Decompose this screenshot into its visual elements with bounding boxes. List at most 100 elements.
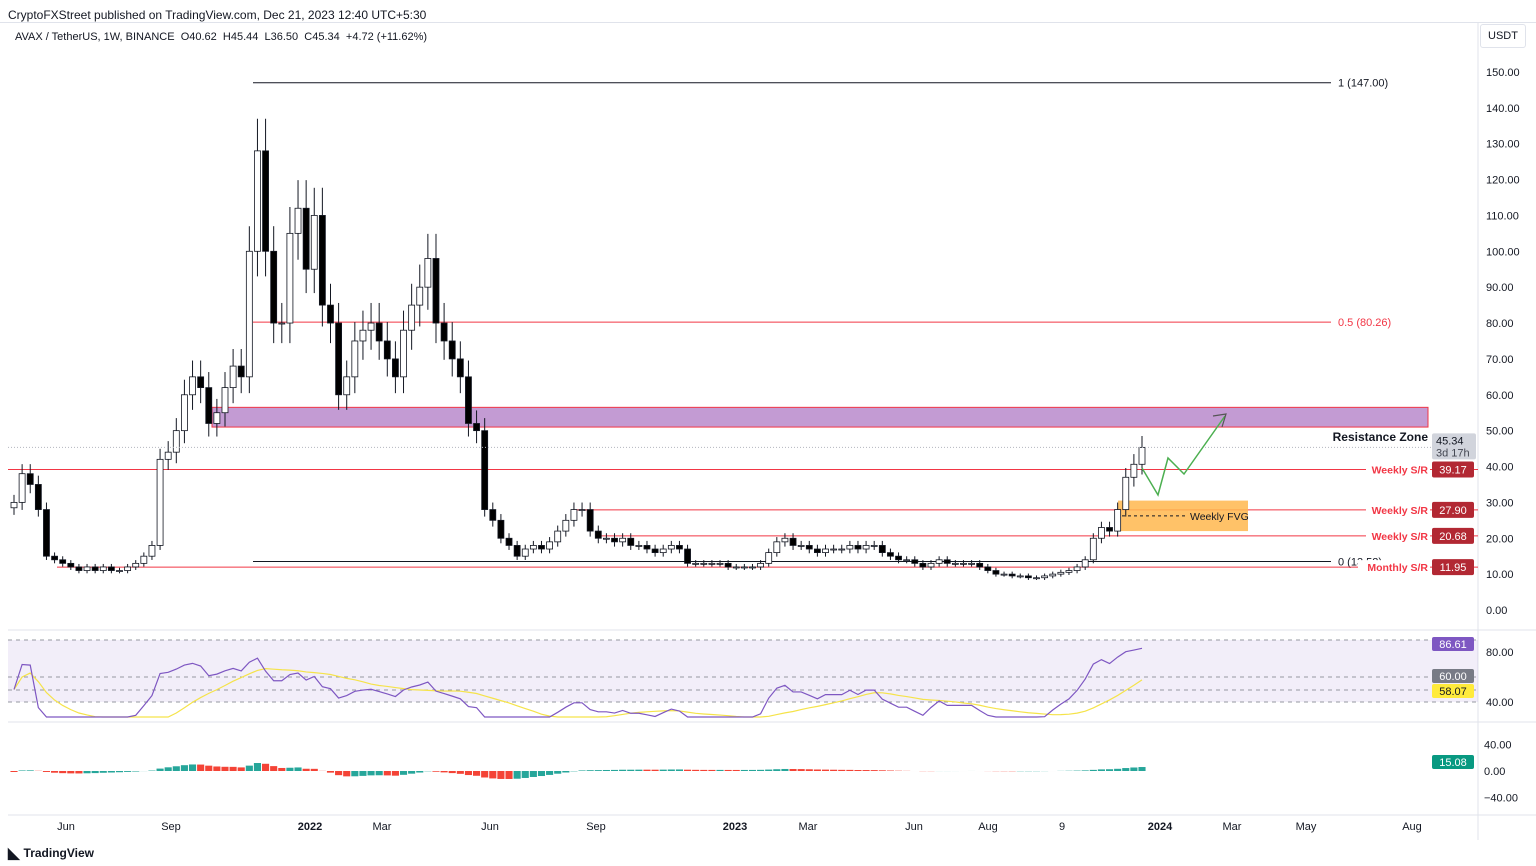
price-tick-label: 60.00 [1486, 390, 1514, 402]
candle [367, 322, 375, 331]
candle [75, 566, 83, 571]
histogram-bar [164, 767, 172, 771]
sr-price-tag [1432, 559, 1474, 576]
candle [1138, 446, 1146, 465]
histogram-bar [1081, 770, 1089, 771]
time-tick-label: 2024 [1148, 821, 1173, 833]
candle [440, 322, 448, 342]
histogram-bar [862, 770, 870, 771]
candle [749, 566, 756, 569]
histogram-bar [562, 771, 570, 773]
candle [781, 537, 789, 543]
price-tick-label: 100.00 [1486, 246, 1520, 258]
histogram-bar [188, 764, 197, 771]
histogram-bar [619, 769, 627, 771]
candle [984, 566, 992, 571]
candle [67, 562, 75, 568]
histogram-bar [513, 771, 521, 779]
candle [1122, 476, 1130, 510]
histogram-bar [213, 766, 221, 771]
sr-label-bg [1366, 462, 1430, 477]
candle [1033, 577, 1040, 580]
resistance-zone [211, 406, 1429, 428]
candle [262, 150, 269, 252]
time-tick-label: Sep [161, 821, 181, 833]
price-tick-label: 110.00 [1486, 210, 1519, 222]
histogram-bar [529, 771, 537, 777]
candle [237, 365, 245, 378]
resistance-zone-label: Resistance Zone [1333, 430, 1429, 444]
currency-button[interactable]: USDT [1480, 24, 1526, 48]
price-tick-label: 140.00 [1486, 103, 1520, 115]
histogram-bar [773, 769, 781, 771]
rsi-value-text: 58.07 [1439, 686, 1467, 698]
histogram-bar [448, 771, 456, 774]
histogram-bar [115, 771, 124, 773]
candle [140, 555, 148, 564]
histogram-bar [359, 771, 367, 776]
sr-label: Weekly S/R [1372, 505, 1429, 517]
histogram-bar [440, 771, 448, 773]
time-tick-label: Jun [57, 821, 75, 833]
candle [1057, 571, 1065, 575]
candle [473, 423, 480, 432]
candle [578, 509, 586, 511]
histogram-bar [716, 769, 724, 771]
candle [99, 566, 107, 571]
candle [870, 545, 878, 547]
histogram-bar [578, 770, 586, 771]
candle [643, 545, 651, 550]
histogram-bar [870, 770, 878, 771]
histogram-bar [627, 769, 635, 771]
histogram-bar [270, 766, 278, 771]
histogram-bar [643, 769, 651, 771]
histogram-bar [497, 771, 505, 779]
time-tick-label: 2022 [298, 821, 322, 833]
candle [59, 559, 67, 564]
rsi-tick-label: 40.00 [1486, 697, 1514, 709]
candle [302, 207, 310, 270]
time-tick-label: Jun [905, 821, 923, 833]
rsi-value-text: 60.00 [1439, 671, 1467, 683]
price-tick-label: 90.00 [1486, 282, 1514, 294]
candle [846, 545, 854, 550]
price-tick-label: 30.00 [1486, 497, 1514, 509]
candle [489, 509, 497, 521]
symbol-name[interactable]: AVAX / TetherUS, 1W, BINANCE [15, 31, 175, 43]
candle [254, 150, 261, 252]
histogram-bar [180, 765, 188, 771]
candle [854, 545, 862, 550]
ohlc-low: L36.50 [264, 31, 299, 43]
histogram-bar [1122, 768, 1130, 771]
histogram-bar [67, 771, 75, 774]
sr-label: Weekly S/R [1372, 531, 1429, 543]
fvg-label: Weekly FVG [1190, 511, 1249, 523]
fib-label: 0.5 (80.26) [1338, 317, 1391, 329]
footer-label: TradingView [23, 846, 95, 860]
sr-price-tag [1432, 527, 1474, 544]
candle [830, 548, 838, 551]
histogram-bar [635, 769, 643, 771]
last-price-text: 45.34 [1436, 435, 1464, 447]
sr-price-tag-text: 20.68 [1439, 531, 1467, 543]
histogram-bar [408, 771, 416, 774]
time-tick-label: Aug [978, 821, 998, 833]
candle [1098, 527, 1105, 539]
histogram-bar [51, 771, 59, 773]
ohlc-open: O40.62 [180, 31, 217, 43]
candle [197, 376, 205, 389]
candle [156, 458, 164, 546]
candle [943, 559, 951, 564]
histogram-bar [416, 771, 424, 773]
candle [1073, 566, 1081, 571]
histogram-bar [1138, 767, 1146, 771]
symbol-legend: AVAX / TetherUS, 1W, BINANCE O40.62 H45.… [15, 31, 427, 43]
price-tick-label: 150.00 [1486, 67, 1520, 79]
histogram-bar [610, 769, 619, 771]
candle [1041, 575, 1049, 579]
tradingview-logo[interactable]: ◣ TradingView [8, 844, 94, 862]
candle [789, 537, 797, 546]
candle [960, 562, 967, 565]
histogram-bar [286, 767, 294, 771]
